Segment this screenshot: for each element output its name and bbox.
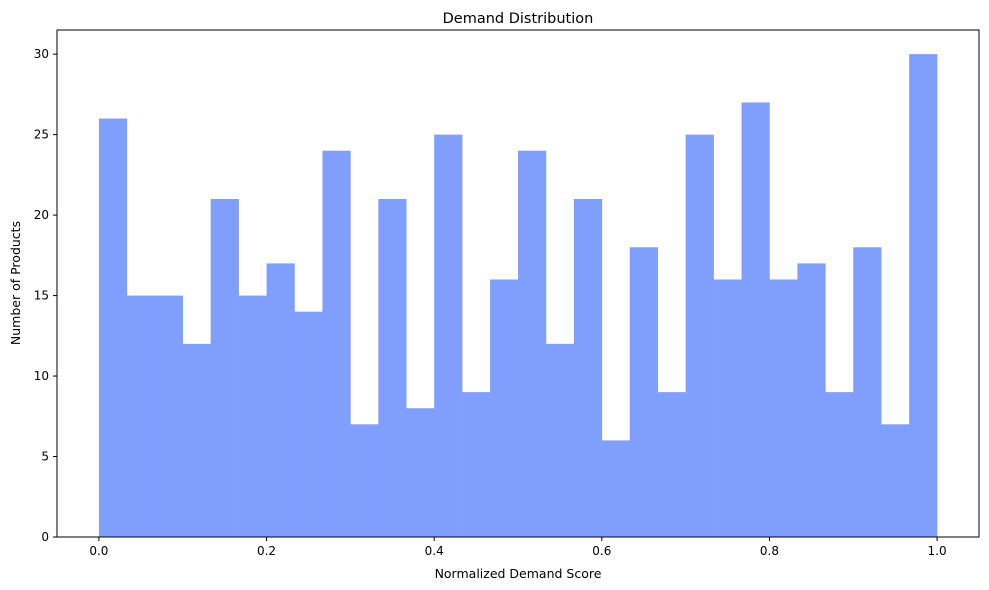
plot-frame <box>56 29 980 538</box>
y-axis-ticks: 0 5 10 15 20 25 30 <box>34 47 57 544</box>
histogram-bar <box>685 134 714 537</box>
y-tick-label: 20 <box>34 208 49 222</box>
histogram-bar <box>294 311 323 537</box>
y-tick-label: 5 <box>41 450 49 464</box>
chart-title: Demand Distribution <box>443 11 594 27</box>
bars-layer <box>98 54 938 538</box>
x-axis-ticks: 0.0 0.2 0.4 0.6 0.8 1.0 <box>89 537 947 558</box>
histogram-bar <box>657 392 686 537</box>
y-tick-label: 0 <box>41 530 49 544</box>
histogram-bar <box>909 54 938 537</box>
x-axis-label: Normalized Demand Score <box>435 566 602 581</box>
histogram-bar <box>825 392 854 537</box>
histogram-bar <box>545 343 575 537</box>
histogram-bar <box>853 247 882 538</box>
histogram-bar <box>601 440 631 537</box>
histogram-bar <box>490 279 519 537</box>
x-tick-label: 1.0 <box>928 544 947 558</box>
histogram-bar <box>126 295 156 537</box>
histogram-bar <box>769 279 798 537</box>
histogram-bar <box>182 343 211 537</box>
histogram-bar <box>797 263 826 537</box>
histogram-bar <box>434 134 463 537</box>
x-tick-label: 0.4 <box>425 544 444 558</box>
x-tick-label: 0.8 <box>760 544 779 558</box>
histogram-bar <box>741 102 770 538</box>
y-tick-label: 15 <box>34 289 49 303</box>
x-tick-label: 0.0 <box>89 544 108 558</box>
y-tick-label: 10 <box>34 369 49 383</box>
y-tick-label: 30 <box>34 47 49 61</box>
histogram-bar <box>406 408 435 537</box>
x-tick-label: 0.6 <box>592 544 611 558</box>
histogram-bar <box>462 392 491 537</box>
histogram-bar <box>98 118 128 538</box>
histogram-bar <box>713 279 742 537</box>
histogram-bar <box>322 150 351 537</box>
histogram-bar <box>238 295 267 537</box>
x-tick-label: 0.2 <box>257 544 276 558</box>
y-tick-label: 25 <box>34 128 49 142</box>
histogram-bar <box>881 424 910 537</box>
histogram-bar <box>350 424 379 537</box>
histogram-bar <box>210 199 239 537</box>
histogram-bar <box>154 295 184 537</box>
histogram-bar <box>378 199 407 537</box>
histogram-bar <box>518 150 547 537</box>
histogram-bar <box>573 199 603 537</box>
histogram-bar <box>629 247 658 538</box>
histogram-bar <box>266 263 295 537</box>
y-axis-label: Number of Products <box>8 221 23 345</box>
axes-layer <box>56 29 980 538</box>
